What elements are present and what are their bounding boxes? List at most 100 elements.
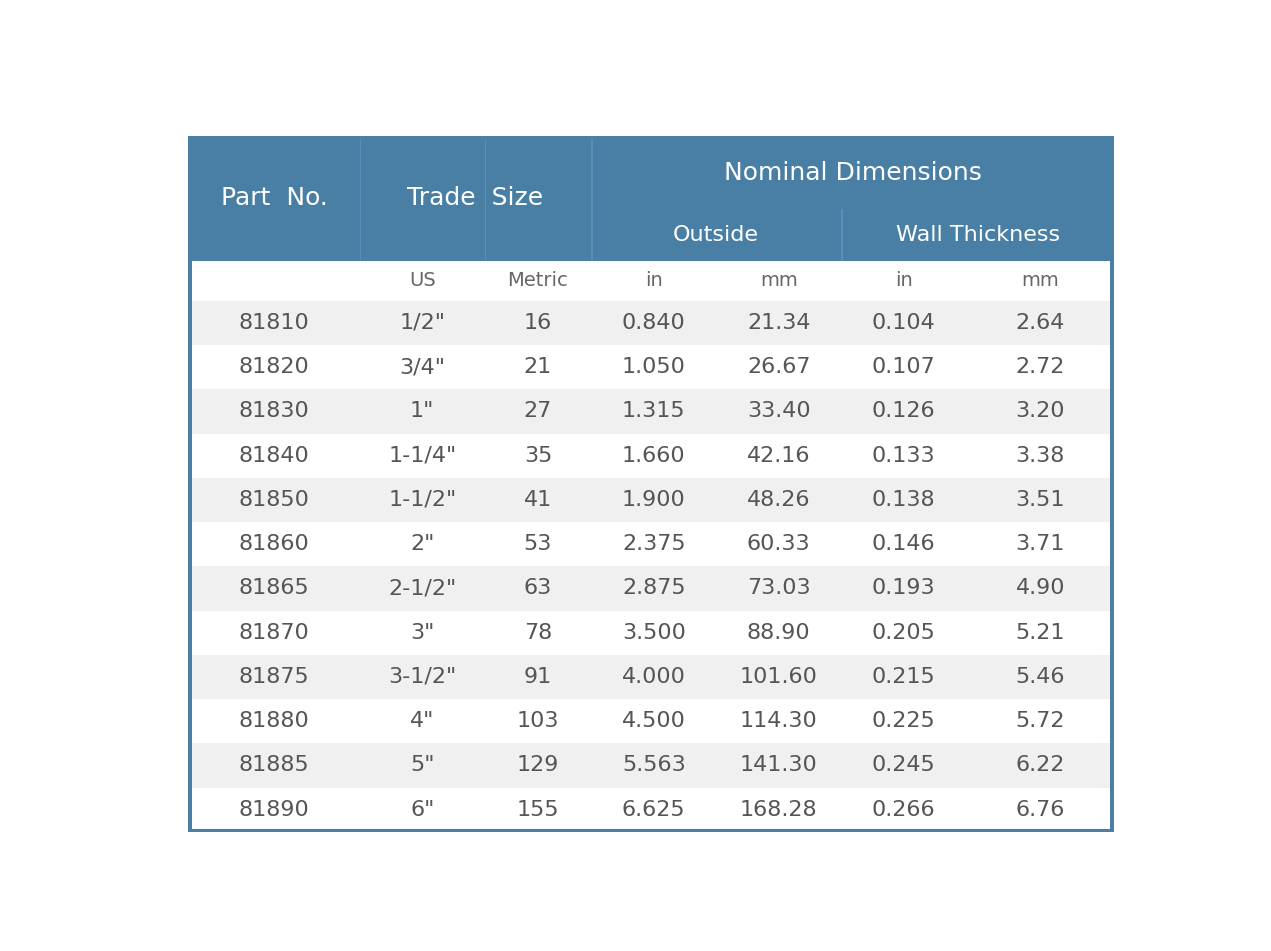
Text: 81885: 81885	[239, 755, 309, 775]
Text: 81830: 81830	[239, 401, 309, 421]
Text: 103: 103	[517, 711, 559, 731]
Bar	[841, 209, 843, 261]
Text: 48.26: 48.26	[747, 490, 811, 510]
Text: 5.72: 5.72	[1016, 711, 1065, 731]
Text: 81870: 81870	[239, 623, 309, 643]
Text: 168.28: 168.28	[740, 800, 817, 820]
Text: 91: 91	[524, 667, 552, 687]
Text: 26.67: 26.67	[747, 358, 811, 378]
Text: 81810: 81810	[239, 313, 309, 333]
Bar	[188, 829, 1115, 832]
Text: 0.215: 0.215	[872, 667, 935, 687]
Text: 1": 1"	[411, 401, 435, 421]
Bar	[188, 345, 1115, 389]
Text: 0.104: 0.104	[872, 313, 935, 333]
Text: 42.16: 42.16	[747, 446, 811, 466]
Text: in: in	[895, 271, 913, 290]
Text: 3.20: 3.20	[1016, 401, 1065, 421]
Text: US: US	[409, 271, 436, 290]
Text: 114.30: 114.30	[740, 711, 817, 731]
Text: Trade  Size: Trade Size	[408, 186, 544, 210]
Bar	[591, 209, 841, 261]
Text: 0.138: 0.138	[872, 490, 935, 510]
Text: 53: 53	[524, 534, 552, 554]
Text: 0.205: 0.205	[872, 623, 935, 643]
Text: Metric: Metric	[507, 271, 568, 290]
Text: 3.71: 3.71	[1016, 534, 1065, 554]
Bar	[188, 611, 1115, 655]
Bar	[360, 136, 361, 261]
Text: mm: mm	[1022, 271, 1059, 290]
Text: 88.90: 88.90	[747, 623, 811, 643]
Text: 35: 35	[524, 446, 552, 466]
Text: 81890: 81890	[239, 800, 309, 820]
Text: 2.875: 2.875	[622, 578, 685, 598]
Text: 2.375: 2.375	[622, 534, 685, 554]
Text: 155: 155	[516, 800, 559, 820]
Text: 0.193: 0.193	[872, 578, 935, 598]
Text: 3.500: 3.500	[622, 623, 685, 643]
Bar	[188, 301, 1115, 345]
Bar	[188, 787, 1115, 832]
Text: 6.76: 6.76	[1016, 800, 1065, 820]
Bar	[188, 389, 1115, 434]
Text: 3": 3"	[411, 623, 435, 643]
Text: 81880: 81880	[239, 711, 309, 731]
Bar	[188, 566, 1115, 611]
Text: Outside: Outside	[674, 225, 759, 245]
Text: 33.40: 33.40	[747, 401, 811, 421]
Text: 0.245: 0.245	[872, 755, 935, 775]
Text: 6.22: 6.22	[1016, 755, 1065, 775]
Bar	[188, 477, 1115, 522]
Text: Part  No.: Part No.	[221, 186, 328, 210]
Text: 4": 4"	[411, 711, 435, 731]
Text: 1-1/2": 1-1/2"	[388, 490, 456, 510]
Text: 60.33: 60.33	[747, 534, 811, 554]
Text: 21: 21	[524, 358, 552, 378]
Text: 0.225: 0.225	[872, 711, 935, 731]
Bar	[1111, 136, 1115, 832]
Text: 1-1/4": 1-1/4"	[388, 446, 456, 466]
Bar	[591, 136, 592, 261]
Bar	[591, 209, 1115, 211]
Bar	[188, 699, 1115, 744]
Text: 1.660: 1.660	[622, 446, 685, 466]
Text: 1.050: 1.050	[622, 358, 685, 378]
Bar	[188, 744, 1115, 787]
Text: 3/4": 3/4"	[399, 358, 445, 378]
Text: 4.000: 4.000	[622, 667, 685, 687]
Text: 1.315: 1.315	[622, 401, 685, 421]
Bar	[484, 136, 487, 261]
Text: 6.625: 6.625	[622, 800, 685, 820]
Text: 4.500: 4.500	[622, 711, 685, 731]
Text: 63: 63	[524, 578, 552, 598]
Text: in: in	[644, 271, 662, 290]
Text: 27: 27	[524, 401, 552, 421]
Text: 41: 41	[524, 490, 552, 510]
Text: mm: mm	[760, 271, 798, 290]
Text: 16: 16	[524, 313, 552, 333]
Text: 21.34: 21.34	[747, 313, 811, 333]
Text: 81875: 81875	[239, 667, 309, 687]
Text: 3.38: 3.38	[1016, 446, 1065, 466]
Bar	[188, 522, 1115, 566]
Text: 3-1/2": 3-1/2"	[388, 667, 456, 687]
Text: 0.266: 0.266	[872, 800, 935, 820]
Text: 78: 78	[524, 623, 552, 643]
Text: 2-1/2": 2-1/2"	[388, 578, 456, 598]
Text: 6": 6"	[411, 800, 435, 820]
Text: 1.900: 1.900	[622, 490, 685, 510]
Bar	[360, 136, 591, 261]
Bar	[188, 136, 360, 261]
Text: 0.146: 0.146	[872, 534, 935, 554]
Text: 73.03: 73.03	[747, 578, 811, 598]
Text: 81865: 81865	[239, 578, 309, 598]
Text: 5.563: 5.563	[622, 755, 685, 775]
Text: 81840: 81840	[239, 446, 309, 466]
Bar	[188, 434, 1115, 477]
Text: 2.64: 2.64	[1016, 313, 1065, 333]
Text: 5.46: 5.46	[1016, 667, 1065, 687]
Text: 2.72: 2.72	[1016, 358, 1065, 378]
Text: 0.126: 0.126	[872, 401, 935, 421]
Bar	[841, 209, 1115, 261]
